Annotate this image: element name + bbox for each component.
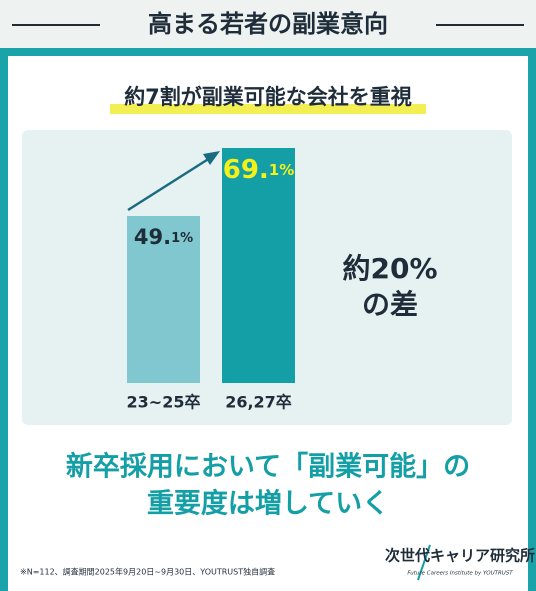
arrow-head (203, 151, 220, 165)
logo-name: 次世代キャリア研究所 (385, 547, 535, 565)
bar (127, 216, 200, 383)
headline: 重要度は増していく (147, 488, 389, 520)
annotation: 約20% (342, 252, 437, 285)
chart-title: 高まる若者の副業意向 (148, 10, 388, 38)
logo-tagline: Future Careers Institute by YOUTRUST (407, 571, 513, 577)
value-label: 69.1% (223, 155, 295, 185)
arrow (127, 156, 211, 212)
footnote: ※N=112、調査期間2025年9月20日~9月30日、YOUTRUST独自調査 (20, 567, 275, 577)
value-label: 49.1% (134, 225, 193, 249)
annotation: の差 (362, 288, 418, 321)
subtitle: 約7割が副業可能な会社を重視 (124, 85, 412, 109)
logo-mark (417, 544, 431, 581)
x-tick-label: 23~25卒 (127, 393, 201, 412)
highlight (110, 104, 426, 114)
x-tick-label: 26,27卒 (225, 393, 292, 412)
headline: 新卒採用において「副業可能」の (66, 451, 470, 483)
bar (222, 148, 295, 383)
